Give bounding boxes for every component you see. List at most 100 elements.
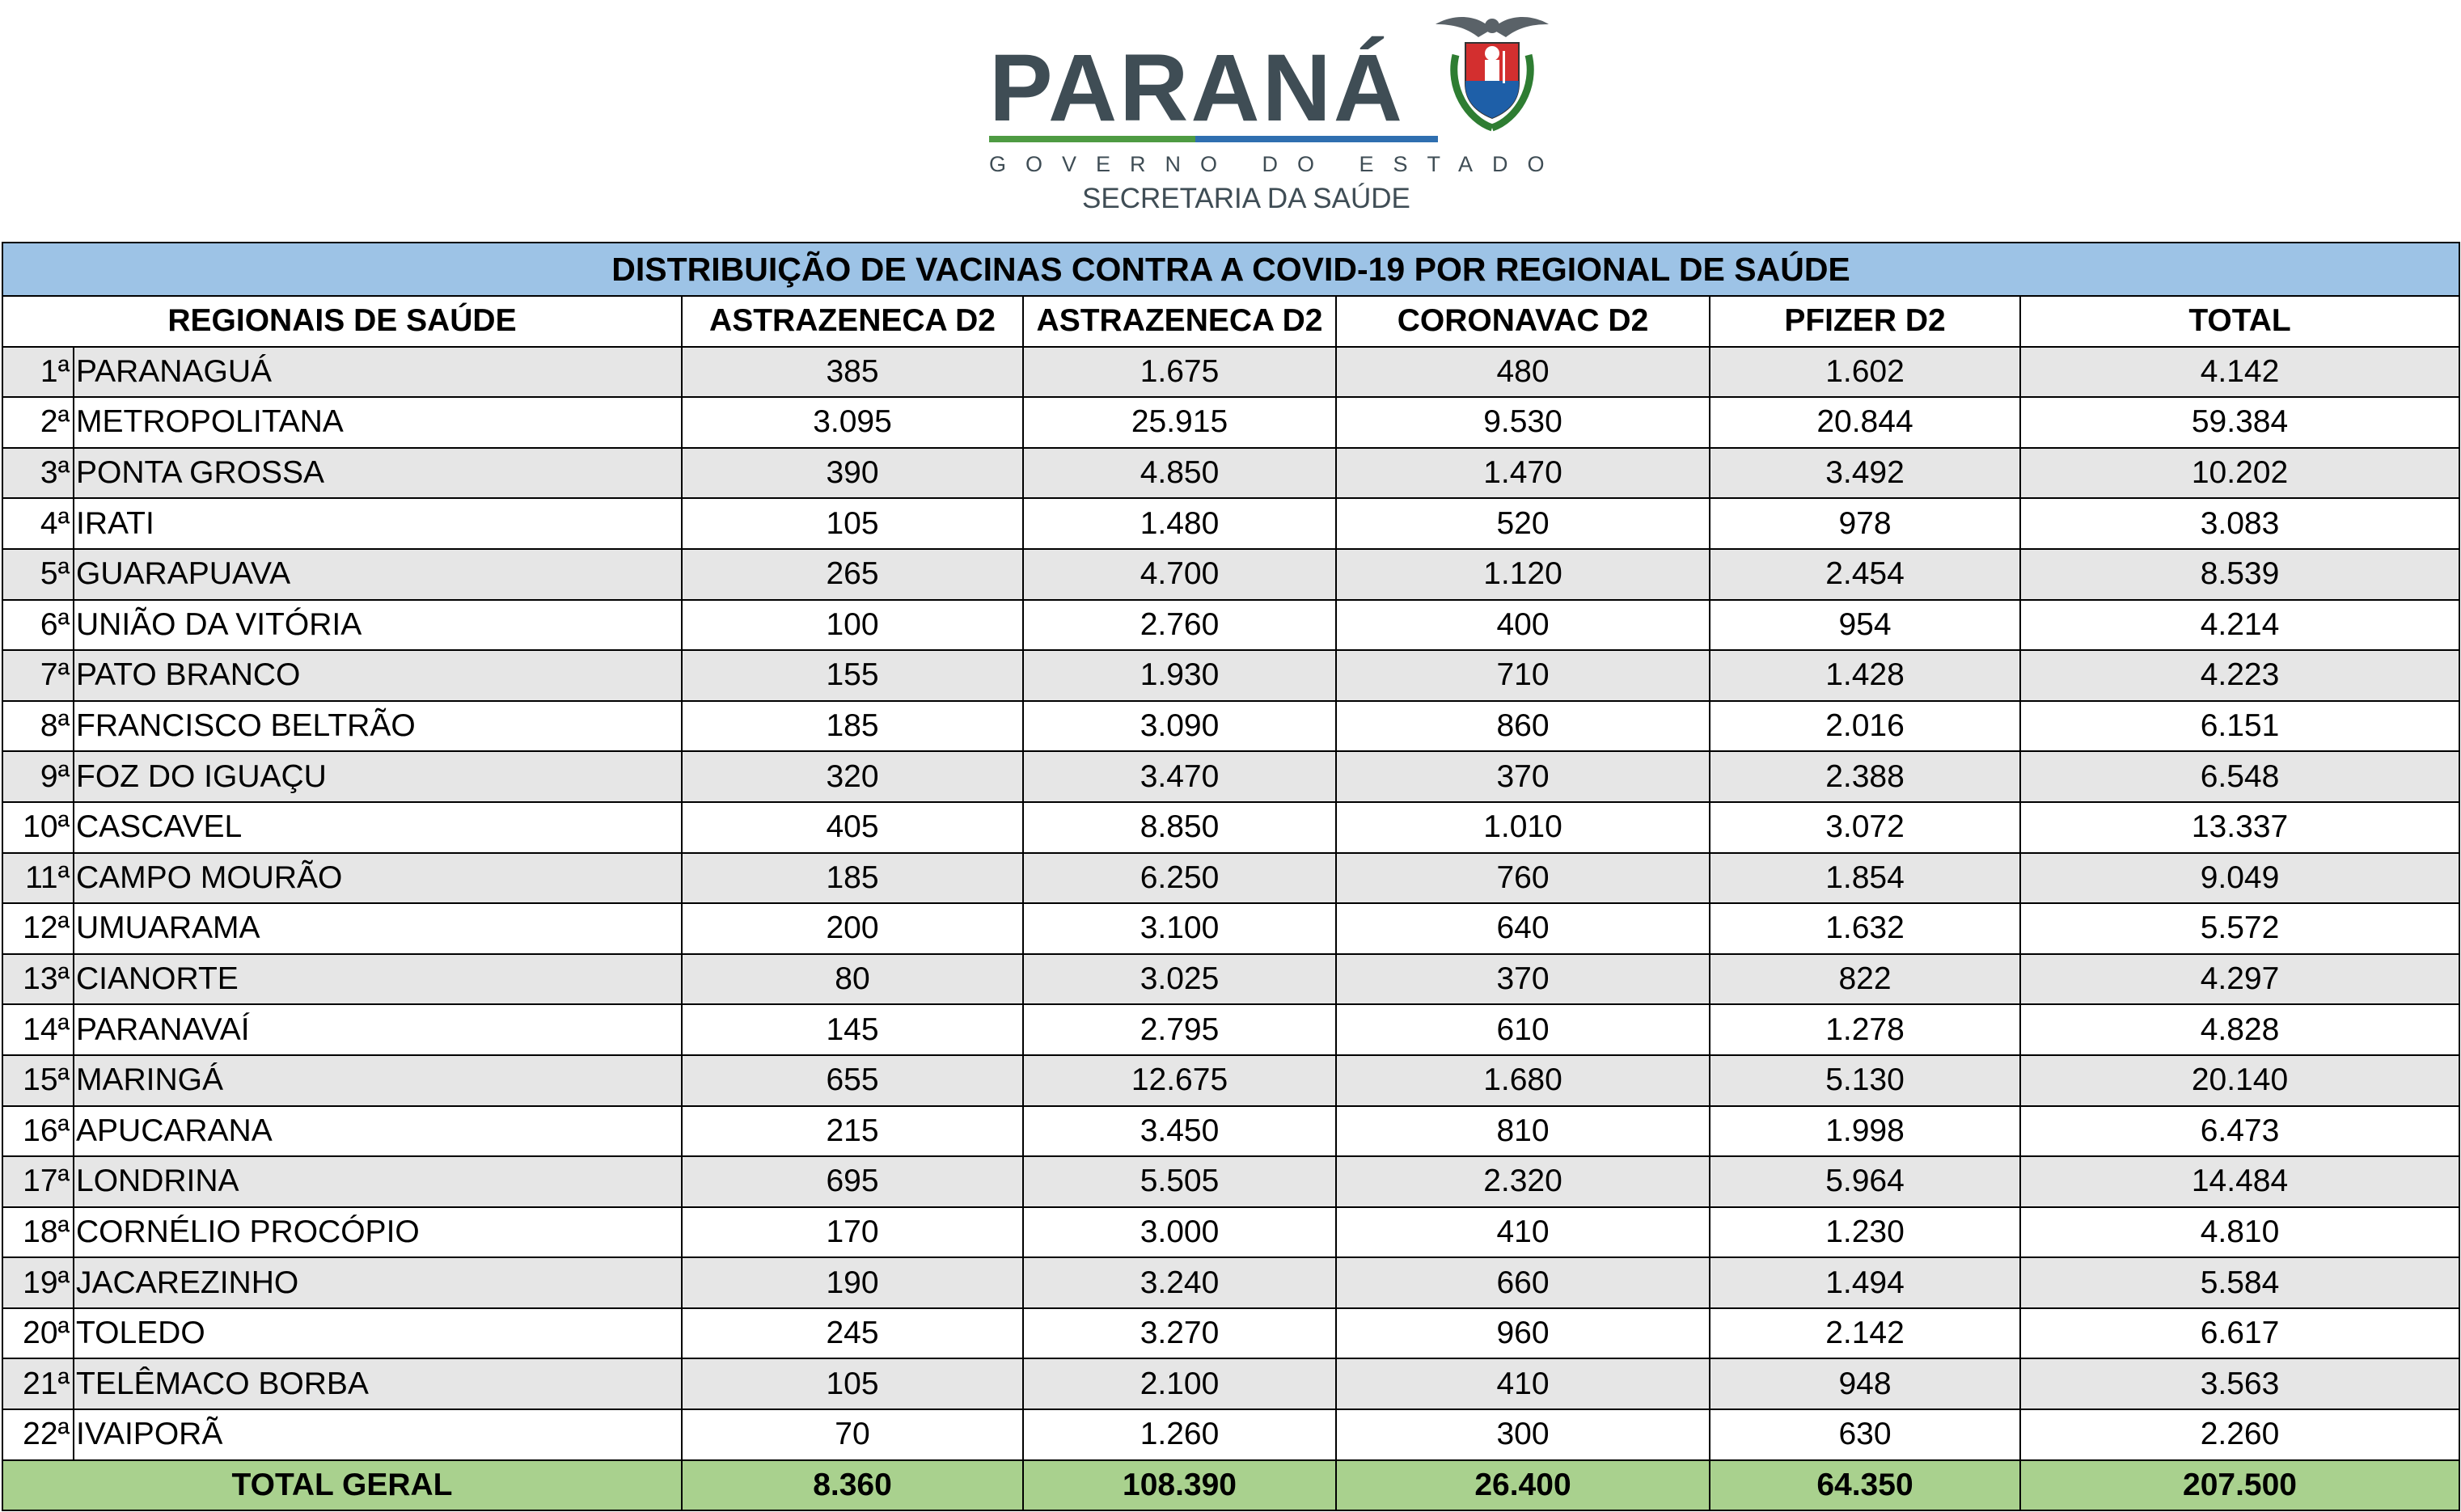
row-value-cell: 1.632 — [1709, 902, 2021, 955]
row-value-cell: 760 — [1335, 851, 1710, 905]
table-row: 5ª GUARAPUAVA 265 4.700 1.120 2.454 8.539 — [2, 547, 2461, 601]
row-value-cell: 6.617 — [2019, 1307, 2461, 1360]
column-header-total: TOTAL — [2019, 295, 2461, 348]
table-row: 16ª APUCARANA 215 3.450 810 1.998 6.473 — [2, 1104, 2461, 1158]
row-value-cell: 13.337 — [2019, 800, 2461, 854]
row-ordinal: 13ª — [2, 952, 74, 1006]
row-value-cell: 2.454 — [1709, 547, 2021, 601]
row-value-cell: 6.473 — [2019, 1104, 2461, 1158]
row-value-cell: 3.563 — [2019, 1358, 2461, 1411]
row-value-cell: 2.388 — [1709, 750, 2021, 803]
table-row: 14ª PARANAVAÍ 145 2.795 610 1.278 4.828 — [2, 1003, 2461, 1056]
row-value-cell: 3.100 — [1022, 902, 1337, 955]
column-header-astrazeneca-2: ASTRAZENECA D2 — [1022, 295, 1337, 348]
row-value-cell: 822 — [1709, 952, 2021, 1006]
row-ordinal: 1ª — [2, 345, 74, 399]
row-value-cell: 655 — [681, 1054, 1024, 1107]
row-value-cell: 2.320 — [1335, 1155, 1710, 1208]
table-row: 2ª METROPOLITANA 3.095 25.915 9.530 20.844 59.… — [2, 396, 2461, 449]
row-value-cell: 14.484 — [2019, 1155, 2461, 1208]
row-value-cell: 3.470 — [1022, 750, 1337, 803]
row-value-cell: 4.828 — [2019, 1003, 2461, 1056]
row-value-cell: 410 — [1335, 1206, 1710, 1259]
row-value-cell: 1.010 — [1335, 800, 1710, 854]
row-value-cell: 1.680 — [1335, 1054, 1710, 1107]
table-row: 22ª IVAIPORÃ 70 1.260 300 630 2.260 — [2, 1409, 2461, 1461]
row-value-cell: 390 — [681, 446, 1024, 500]
row-ordinal: 22ª — [2, 1409, 74, 1461]
row-value-cell: 215 — [681, 1104, 1024, 1158]
row-value-cell: 155 — [681, 649, 1024, 702]
row-region-name: FRANCISCO BELTRÃO — [73, 699, 683, 753]
row-ordinal: 4ª — [2, 497, 74, 550]
row-value-cell: 185 — [681, 851, 1024, 905]
row-region-name: METROPOLITANA — [73, 396, 683, 449]
table-row: 7ª PATO BRANCO 155 1.930 710 1.428 4.223 — [2, 649, 2461, 702]
row-value-cell: 320 — [681, 750, 1024, 803]
row-value-cell: 2.142 — [1709, 1307, 2021, 1360]
row-value-cell: 4.810 — [2019, 1206, 2461, 1259]
row-value-cell: 2.016 — [1709, 699, 2021, 753]
row-value-cell: 80 — [681, 952, 1024, 1006]
row-value-cell: 9.049 — [2019, 851, 2461, 905]
row-value-cell: 300 — [1335, 1409, 1710, 1461]
row-ordinal: 10ª — [2, 800, 74, 854]
row-value-cell: 59.384 — [2019, 396, 2461, 449]
row-value-cell: 5.505 — [1022, 1155, 1337, 1208]
row-region-name: CASCAVEL — [73, 800, 683, 854]
total-row: TOTAL GERAL 8.360 108.390 26.400 64.350 207.5… — [2, 1459, 2461, 1512]
row-value-cell: 810 — [1335, 1104, 1710, 1158]
row-value-cell: 3.270 — [1022, 1307, 1337, 1360]
row-ordinal: 17ª — [2, 1155, 74, 1208]
brand-bar-blue — [1195, 136, 1438, 142]
row-value-cell: 4.214 — [2019, 598, 2461, 652]
row-value-cell: 710 — [1335, 649, 1710, 702]
row-value-cell: 8.539 — [2019, 547, 2461, 601]
department-name: SECRETARIA DA SAÚDE — [1082, 183, 1410, 214]
row-value-cell: 3.090 — [1022, 699, 1337, 753]
row-value-cell: 5.964 — [1709, 1155, 2021, 1208]
row-ordinal: 12ª — [2, 902, 74, 955]
row-value-cell: 405 — [681, 800, 1024, 854]
row-value-cell: 1.854 — [1709, 851, 2021, 905]
row-region-name: IRATI — [73, 497, 683, 550]
row-value-cell: 1.428 — [1709, 649, 2021, 702]
table-row: 9ª FOZ DO IGUAÇU 320 3.470 370 2.388 6.548 — [2, 750, 2461, 803]
row-value-cell: 410 — [1335, 1358, 1710, 1411]
row-value-cell: 3.450 — [1022, 1104, 1337, 1158]
row-value-cell: 4.142 — [2019, 345, 2461, 399]
row-ordinal: 8ª — [2, 699, 74, 753]
total-label: TOTAL GERAL — [2, 1459, 683, 1512]
brand-bar-green — [989, 136, 1195, 142]
column-header-pfizer: PFIZER D2 — [1709, 295, 2021, 348]
table-row: 10ª CASCAVEL 405 8.850 1.010 3.072 13.337 — [2, 800, 2461, 854]
row-region-name: CAMPO MOURÃO — [73, 851, 683, 905]
row-value-cell: 640 — [1335, 902, 1710, 955]
row-value-cell: 9.530 — [1335, 396, 1710, 449]
row-value-cell: 2.100 — [1022, 1358, 1337, 1411]
table-row: 17ª LONDRINA 695 5.505 2.320 5.964 14.484 — [2, 1155, 2461, 1208]
table-row: 3ª PONTA GROSSA 390 4.850 1.470 3.492 10.202 — [2, 446, 2461, 500]
row-ordinal: 9ª — [2, 750, 74, 803]
brand-wordmark: PARANÁ — [989, 35, 1406, 141]
row-value-cell: 185 — [681, 699, 1024, 753]
total-value-cell: 207.500 — [2019, 1459, 2461, 1512]
row-value-cell: 2.795 — [1022, 1003, 1337, 1056]
row-value-cell: 190 — [681, 1256, 1024, 1309]
parana-government-logo: PARANÁ GOVERNO DO ESTADO SECRETARIA DA S… — [983, 6, 1549, 217]
row-value-cell: 10.202 — [2019, 446, 2461, 500]
row-region-name: MARINGÁ — [73, 1054, 683, 1107]
row-value-cell: 145 — [681, 1003, 1024, 1056]
row-ordinal: 15ª — [2, 1054, 74, 1107]
row-value-cell: 5.584 — [2019, 1256, 2461, 1309]
row-ordinal: 18ª — [2, 1206, 74, 1259]
parana-coat-of-arms-icon — [1436, 16, 1549, 132]
row-value-cell: 1.602 — [1709, 345, 2021, 399]
table-row: 6ª UNIÃO DA VITÓRIA 100 2.760 400 954 4.214 — [2, 598, 2461, 652]
row-value-cell: 6.250 — [1022, 851, 1337, 905]
table-row: 19ª JACAREZINHO 190 3.240 660 1.494 5.584 — [2, 1256, 2461, 1309]
row-value-cell: 370 — [1335, 750, 1710, 803]
row-value-cell: 1.260 — [1022, 1409, 1337, 1461]
row-region-name: IVAIPORÃ — [73, 1409, 683, 1461]
row-region-name: GUARAPUAVA — [73, 547, 683, 601]
